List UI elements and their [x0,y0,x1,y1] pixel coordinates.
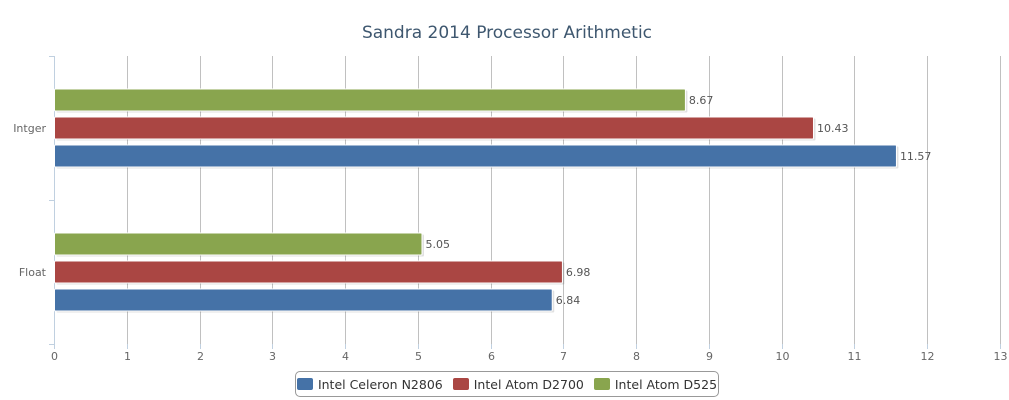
x-tick-label: 2 [197,350,204,363]
legend-item[interactable]: Intel Atom D525 [593,376,718,392]
x-tick-label: 13 [994,350,1008,363]
data-label: 10.43 [817,122,849,135]
x-tick-label: 12 [921,350,935,363]
x-tick-label: 11 [848,350,862,363]
legend-swatch [296,378,313,390]
x-tick-label: 9 [706,350,713,363]
bar [54,260,563,284]
bar [54,144,897,168]
data-label: 8.67 [689,94,714,107]
bar [54,288,553,312]
data-labels: 8.67 10.43 11.57 5.05 6.98 6.84 [425,94,931,307]
x-tick-label: 5 [415,350,422,363]
bar [54,232,423,256]
category-label: Intger [13,122,46,135]
x-tick-label: 10 [776,350,790,363]
legend-label: Intel Atom D525 [614,376,718,392]
bar [54,116,814,140]
legend-swatch [593,378,610,390]
legend-swatch [452,378,469,390]
x-tick-label: 3 [269,350,276,363]
category-label: Float [19,266,47,279]
x-tick-label: 0 [51,350,58,363]
legend: Intel Celeron N2806 Intel Atom D2700 Intel… [295,371,719,397]
legend-item[interactable]: Intel Atom D2700 [452,376,584,392]
chart-title: Sandra 2014 Processor Arithmetic [362,23,652,43]
data-label: 6.98 [566,266,591,279]
bars [54,88,899,313]
legend-item[interactable]: Intel Celeron N2806 [296,376,443,392]
x-tick-label: 1 [124,350,131,363]
x-tick-label: 6 [488,350,495,363]
data-label: 11.57 [900,150,932,163]
bar [54,88,686,112]
legend-label: Intel Celeron N2806 [317,376,443,392]
x-tick-label: 7 [560,350,567,363]
x-tick-label: 4 [342,350,349,363]
x-tick-label: 8 [633,350,640,363]
data-label: 6.84 [556,294,581,307]
data-label: 5.05 [425,238,450,251]
legend-label: Intel Atom D2700 [473,376,584,392]
